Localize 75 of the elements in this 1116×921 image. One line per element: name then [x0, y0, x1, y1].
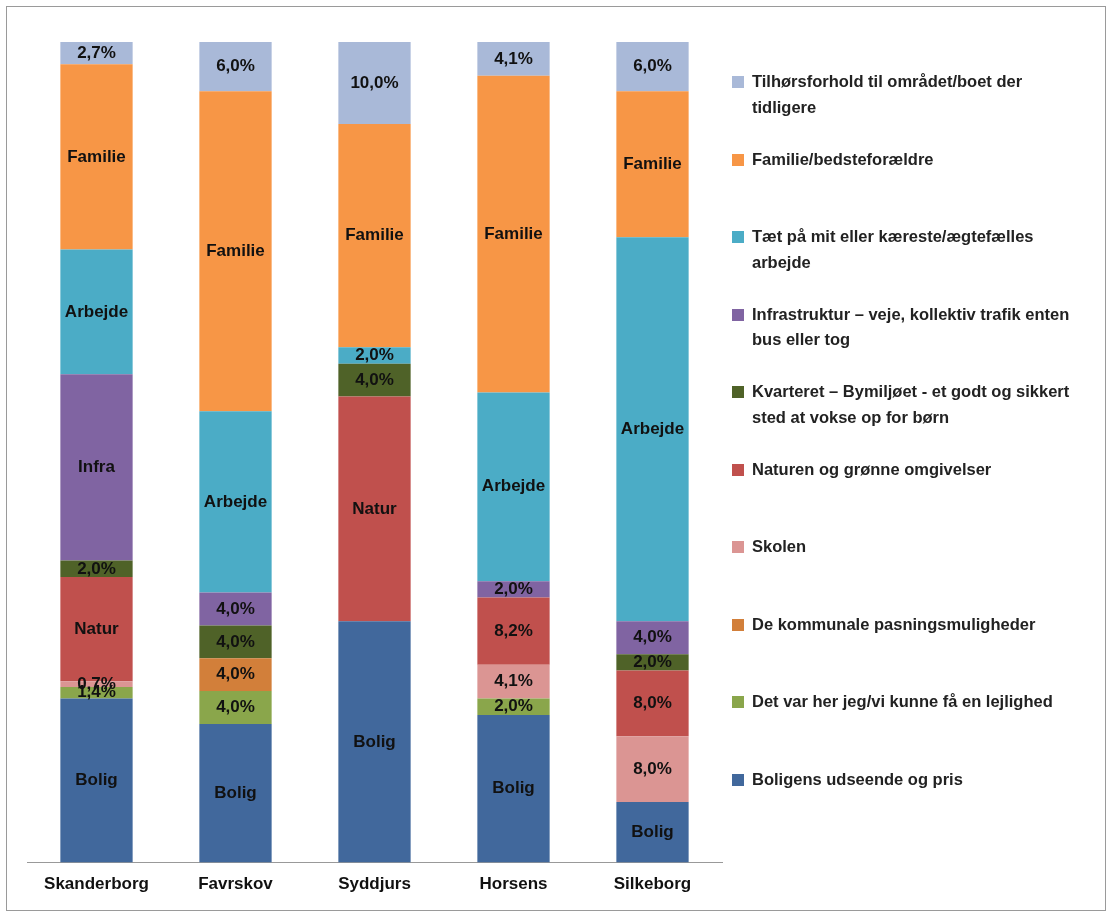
legend-label: Det var her jeg/vi kunne få en lejlighed — [752, 691, 1053, 712]
data-label: 6,0% — [633, 56, 672, 76]
data-label: Bolig — [75, 770, 118, 790]
data-label: Familie — [623, 153, 682, 173]
data-label: 2,0% — [77, 558, 116, 578]
bar — [60, 374, 133, 561]
bar — [199, 411, 272, 593]
data-label: 4,0% — [216, 664, 255, 684]
bar — [199, 42, 272, 92]
data-label: Arbejde — [481, 476, 546, 496]
bar — [616, 237, 689, 622]
data-label: 8,0% — [633, 758, 672, 778]
bar — [616, 42, 689, 92]
data-label: 4,0% — [355, 369, 394, 389]
data-label: Arbejde — [64, 301, 129, 321]
legend-label: Tilhørsforhold til området/boet der tidligere — [752, 71, 1024, 118]
bar — [616, 91, 689, 238]
bar — [338, 124, 411, 348]
data-label: 4,0% — [216, 631, 255, 651]
legend-label: Naturen og grønne omgivelser — [752, 458, 992, 480]
bar — [60, 64, 133, 250]
data-label: Infra — [78, 457, 116, 477]
x-tick-label: Favrskov — [198, 874, 274, 894]
data-label: Arbejde — [620, 419, 685, 439]
data-label: Natur — [352, 498, 398, 518]
legend-label: Familie/bedsteforældre — [752, 148, 934, 170]
data-label: 4,0% — [216, 697, 255, 717]
data-label: 4,0% — [633, 627, 672, 647]
data-label: 4,0% — [216, 598, 255, 618]
bar — [199, 723, 272, 863]
bar — [338, 42, 411, 125]
bar — [199, 91, 272, 412]
x-tick-label: Silkeborg — [613, 874, 692, 894]
x-tick-label: Syddjurs — [338, 874, 411, 894]
data-label: 8,0% — [633, 693, 672, 713]
legend-label: Boligens udseende og pris — [752, 768, 963, 790]
bar — [616, 670, 689, 737]
data-label: 6,0% — [216, 56, 255, 76]
data-label: Bolig — [214, 782, 257, 802]
data-label: Arbejde — [203, 491, 268, 511]
data-label: 8,2% — [494, 620, 533, 640]
data-label: Familie — [206, 240, 265, 260]
data-label: 10,0% — [350, 72, 399, 92]
bar — [60, 249, 133, 375]
x-tick-label: Horsens — [479, 874, 548, 894]
legend-label: De kommunale pasningsmuligheder — [752, 613, 1036, 635]
bar — [338, 396, 411, 622]
data-label: Natur — [74, 618, 120, 638]
bar — [616, 736, 689, 802]
data-label: 2,0% — [633, 652, 672, 672]
bar — [477, 597, 550, 665]
data-label: 2,7% — [77, 42, 116, 62]
legend-label: Tæt på mit eller kæreste/ægtefælles arbejde — [752, 226, 1035, 273]
bar — [60, 698, 133, 863]
bar — [338, 621, 411, 863]
legend-label: Infrastruktur – veje, kollektiv trafik enten bus eller tog — [752, 303, 1071, 351]
data-label: Familie — [484, 223, 543, 243]
data-label: Bolig — [631, 821, 674, 841]
data-label: Familie — [67, 146, 126, 166]
bar — [477, 75, 550, 393]
data-label: Familie — [345, 225, 404, 245]
data-label: 2,0% — [355, 345, 394, 365]
bar — [477, 714, 550, 863]
bar — [477, 42, 550, 76]
legend-label: Kvarteret – Bymiljøet - et godt og sikkert sted at vokse op for børn — [752, 381, 1071, 428]
data-label: Bolig — [492, 778, 535, 798]
bar — [477, 392, 550, 582]
data-label: 2,0% — [494, 579, 533, 599]
data-label: 4,1% — [494, 48, 533, 68]
bar — [616, 801, 689, 863]
data-label: Bolig — [353, 731, 396, 751]
x-tick-label: Skanderborg — [44, 874, 149, 894]
data-label: 2,0% — [494, 696, 533, 716]
data-label: 4,1% — [494, 671, 533, 691]
legend-label: Skolen — [752, 536, 807, 557]
